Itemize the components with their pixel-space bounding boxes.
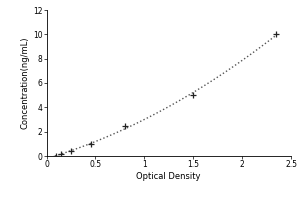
Y-axis label: Concentration(ng/mL): Concentration(ng/mL): [21, 37, 30, 129]
X-axis label: Optical Density: Optical Density: [136, 172, 201, 181]
